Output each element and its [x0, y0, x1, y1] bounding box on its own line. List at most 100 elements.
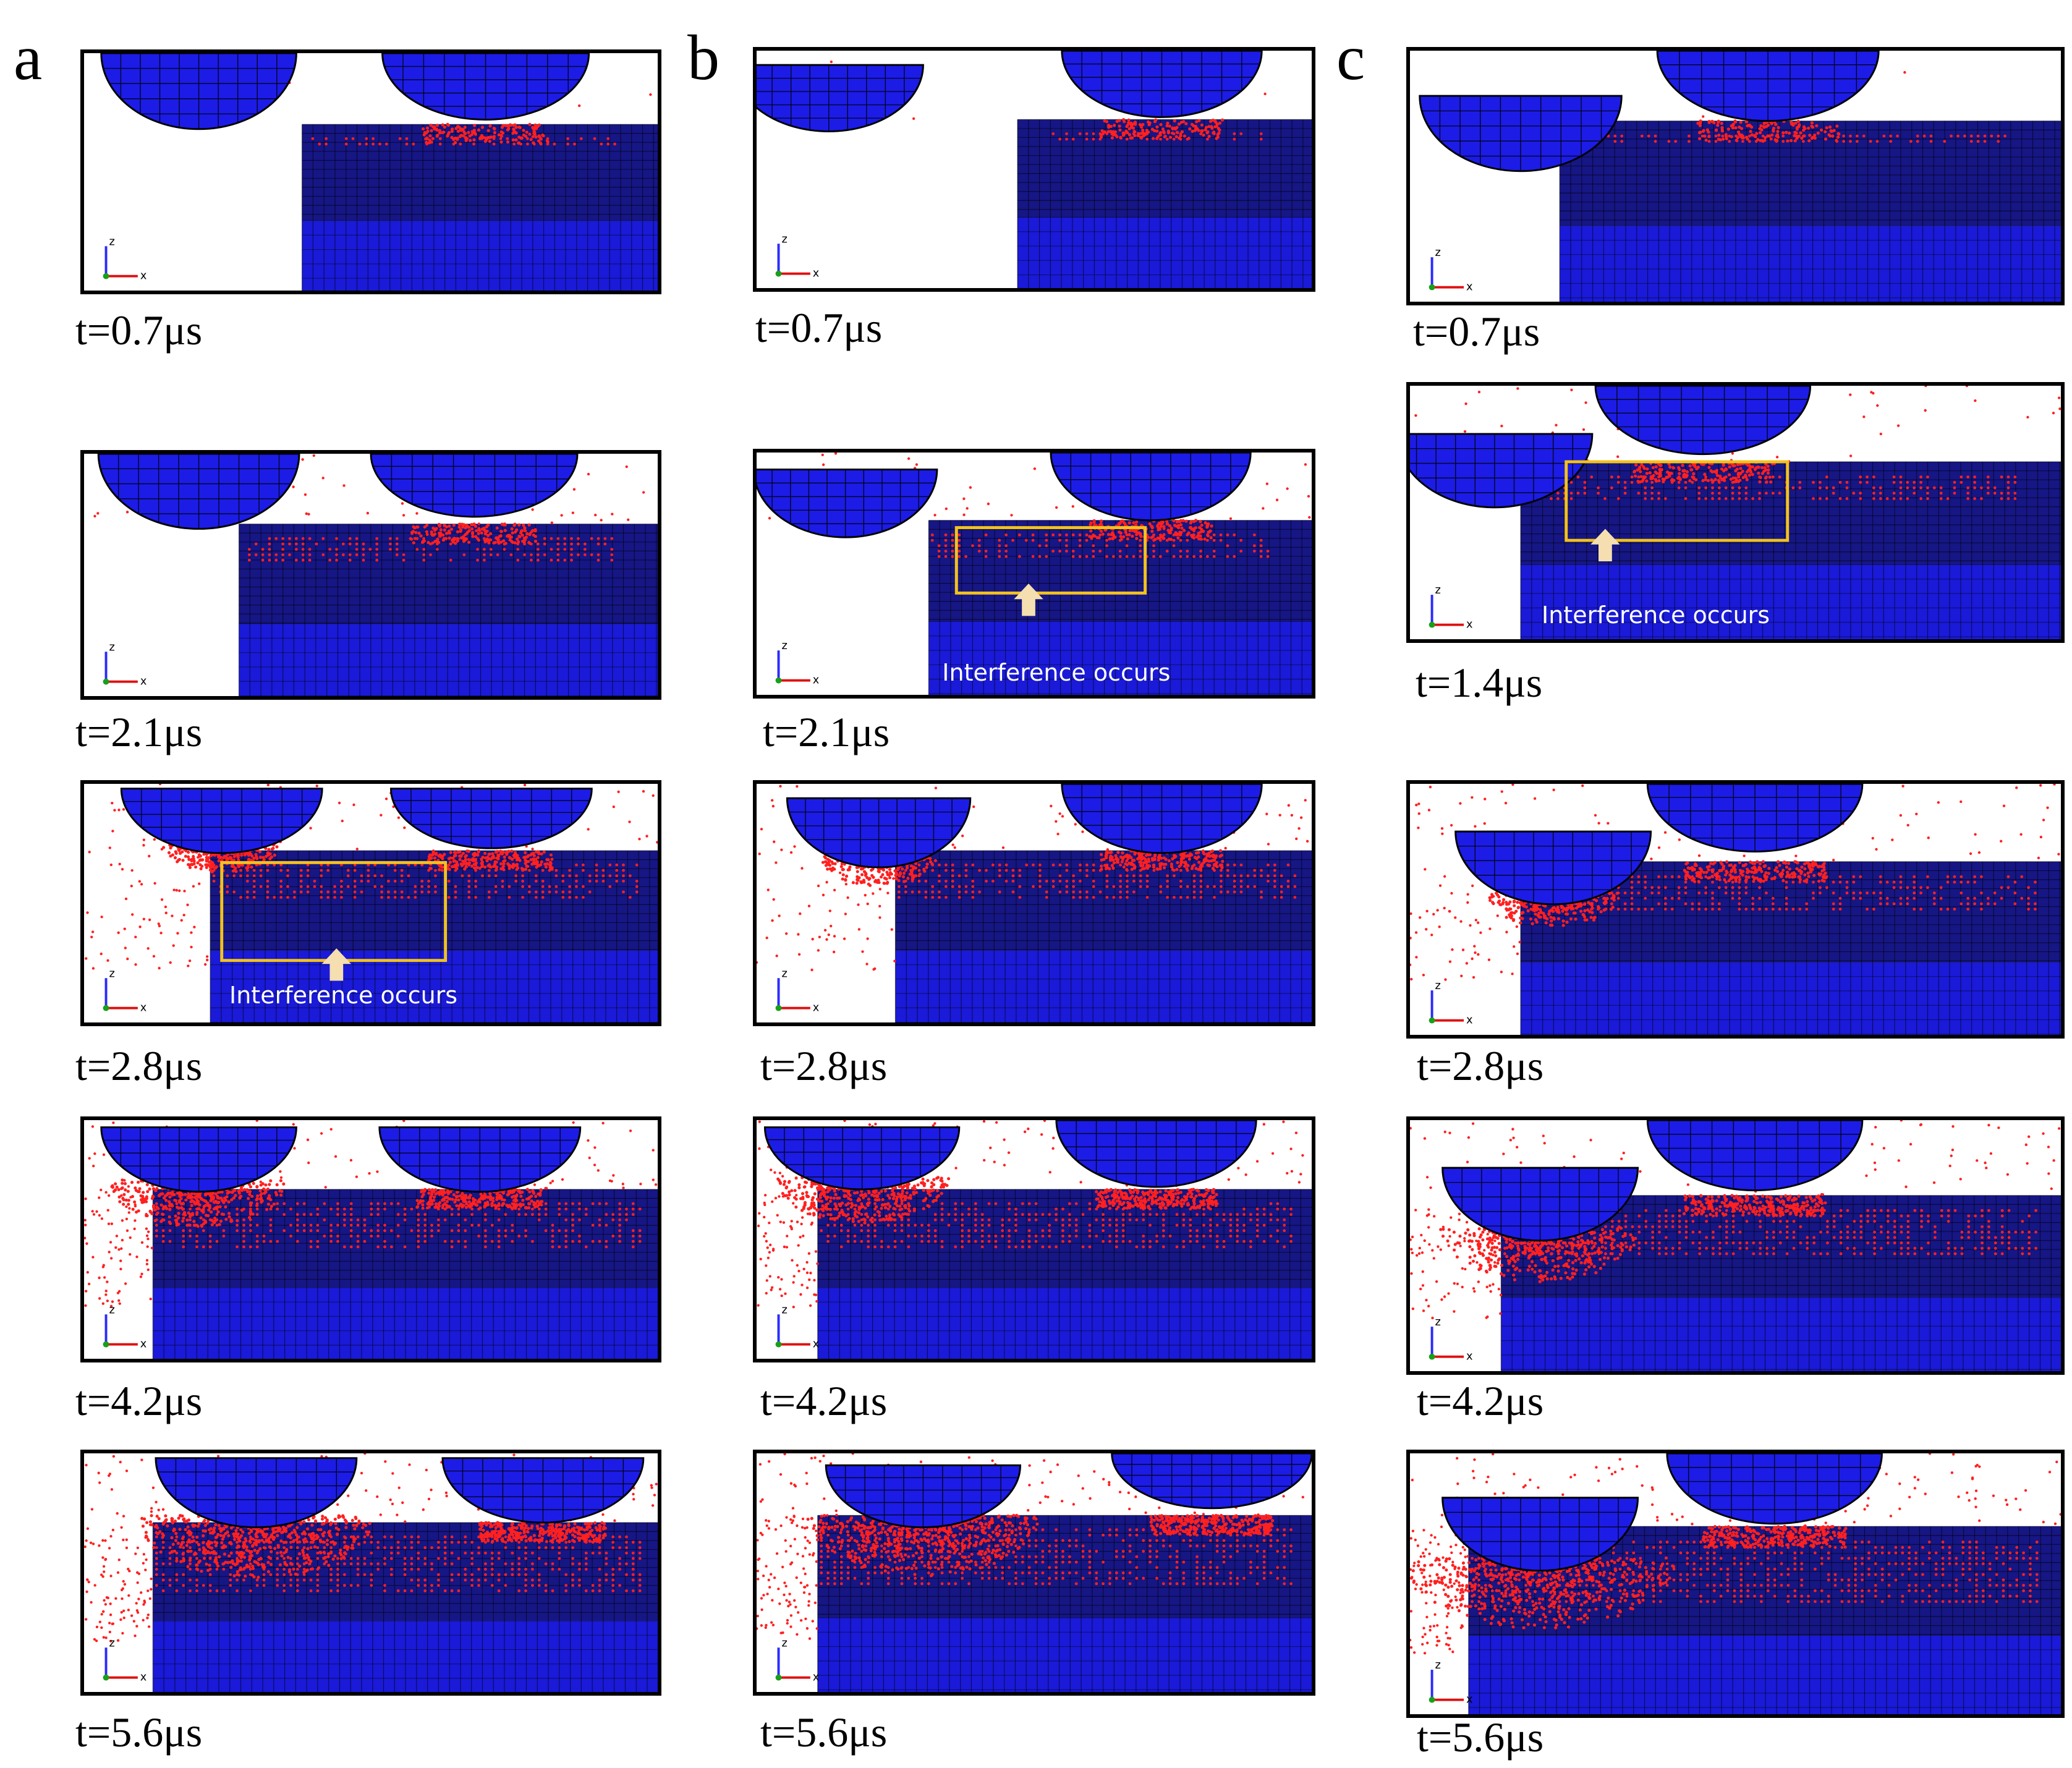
axis-x-label: x	[1466, 619, 1473, 631]
axis-z-label: z	[781, 1637, 787, 1649]
workpiece	[1017, 119, 1312, 288]
tool-left	[100, 53, 297, 130]
time-label: t=5.6μs	[760, 1709, 888, 1756]
up-arrow-icon	[1590, 529, 1620, 561]
damage-particles	[830, 60, 1267, 141]
workpiece	[152, 1189, 658, 1359]
axis-x-label: x	[813, 1338, 820, 1351]
tool-right	[381, 53, 590, 121]
axis-triad-icon: zx	[103, 967, 146, 1014]
axis-z-label: z	[109, 641, 114, 653]
time-label: t=5.6μs	[75, 1709, 203, 1756]
tool-left	[825, 1464, 1022, 1529]
interference-box	[954, 526, 1147, 595]
axis-z-label: z	[781, 233, 787, 245]
axis-z-label: z	[1435, 584, 1441, 597]
damage-particles	[768, 453, 1311, 558]
time-label: t=5.6μs	[1417, 1714, 1544, 1761]
workpiece	[1559, 121, 2061, 302]
axis-x-label: x	[813, 674, 820, 687]
axis-x-label: x	[1466, 1694, 1473, 1706]
tool-right	[441, 1457, 645, 1524]
axis-z-label: z	[1435, 1659, 1441, 1672]
axis-x-label: x	[1466, 1014, 1473, 1027]
axis-triad-icon: zx	[103, 1304, 147, 1351]
simulation-canvas: zx	[757, 1453, 1312, 1692]
axis-z-label: z	[1435, 980, 1441, 992]
time-label: t=4.2μs	[75, 1377, 203, 1424]
damage-particles	[1573, 52, 2007, 143]
time-label: t=2.1μs	[763, 708, 890, 755]
axis-triad-icon: zx	[775, 1304, 820, 1351]
workpiece	[210, 850, 658, 1022]
tool-left	[757, 64, 924, 132]
simulation-canvas: zx	[100, 53, 658, 291]
simulation-canvas: zx	[84, 1453, 658, 1692]
axis-z-label: z	[109, 236, 114, 248]
tool-left	[1410, 433, 1594, 509]
tool-right	[1594, 386, 1812, 456]
simulation-canvas: zx	[1410, 386, 2061, 639]
tool-left	[786, 797, 972, 869]
axis-x-label: x	[813, 268, 820, 280]
simulation-canvas: zx	[757, 784, 1312, 1022]
up-arrow-icon	[1014, 584, 1043, 616]
simulation-canvas: zx	[1410, 1453, 2061, 1714]
axis-z-label: z	[1435, 1316, 1441, 1328]
time-label: t=2.1μs	[75, 708, 203, 755]
axis-z-label: z	[781, 640, 787, 652]
axis-x-label: x	[140, 1338, 147, 1351]
tool-left	[155, 1457, 358, 1529]
simulation-canvas: zx	[1410, 1120, 2061, 1371]
simulation-frame-b-2: z x Interference occurs	[753, 449, 1315, 699]
axis-x-label: x	[140, 676, 147, 688]
time-label: t=2.8μs	[1417, 1042, 1544, 1089]
axis-triad-icon: zx	[103, 1637, 146, 1684]
axis-triad-icon: zx	[1429, 980, 1473, 1027]
axis-x-label: x	[813, 1672, 820, 1684]
panel-letter-a: a	[14, 22, 43, 93]
workpiece	[238, 524, 658, 696]
time-label: t=0.7μs	[1413, 308, 1540, 355]
time-label: t=0.7μs	[75, 307, 203, 354]
tool-right	[1111, 1453, 1312, 1510]
workpiece	[302, 124, 658, 291]
simulation-canvas: zx	[757, 51, 1312, 288]
axis-triad-icon: zx	[775, 233, 820, 280]
tool-left	[1454, 830, 1652, 906]
tool-right	[1050, 453, 1252, 522]
simulation-canvas: zx	[1410, 784, 2061, 1035]
axis-triad-icon: zx	[1429, 1659, 1473, 1706]
axis-triad-icon: zx	[1429, 1316, 1473, 1363]
tool-right	[1666, 1453, 1883, 1525]
tool-right	[370, 454, 579, 518]
interference-note: Interference occurs	[229, 982, 458, 1009]
simulation-canvas: zx	[757, 1120, 1312, 1359]
axis-z-label: z	[109, 967, 114, 980]
tool-right	[389, 788, 593, 849]
simulation-canvas: zx	[85, 784, 658, 1022]
time-label: t=0.7μs	[755, 304, 883, 351]
tool-left	[100, 1126, 297, 1193]
axis-x-label: x	[1466, 281, 1473, 294]
tool-right	[1061, 784, 1263, 854]
tool-left	[757, 468, 938, 538]
axis-triad-icon: zx	[775, 967, 819, 1014]
tool-left	[97, 454, 300, 530]
panel-letter-c: c	[1336, 22, 1365, 93]
tool-left	[1419, 95, 1623, 172]
axis-x-label: x	[1466, 1351, 1473, 1363]
workpiece	[894, 850, 1312, 1022]
interference-note: Interference occurs	[942, 658, 1171, 686]
tool-right	[1055, 1120, 1257, 1188]
axis-x-label: x	[140, 270, 147, 283]
axis-z-label: z	[781, 1304, 787, 1316]
